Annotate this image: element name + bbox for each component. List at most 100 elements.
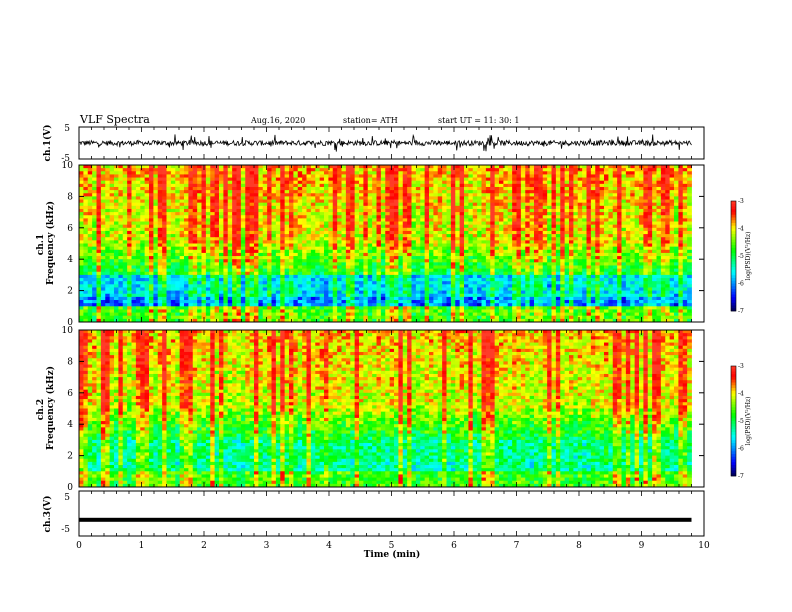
- spectrogram-cell: [538, 174, 544, 178]
- spectrogram-cell: [433, 168, 439, 172]
- spectrogram-cell: [157, 177, 163, 182]
- spectrogram-cell: [490, 186, 496, 191]
- spectrogram-cell: [490, 205, 496, 210]
- spectrogram-cell: [345, 256, 351, 260]
- spectrogram-cell: [394, 234, 399, 238]
- spectrogram-cell: [359, 274, 364, 279]
- spectrogram-cell: [617, 218, 622, 222]
- spectrogram-cell: [210, 224, 216, 229]
- spectrogram-cell: [157, 218, 163, 222]
- spectrogram-cell: [179, 259, 185, 263]
- spectrogram-cell: [551, 265, 557, 270]
- spectrogram-cell: [376, 171, 382, 175]
- spectrogram-cell: [83, 215, 89, 219]
- spectrogram-cell: [157, 215, 163, 219]
- spectrogram-cell: [258, 249, 264, 254]
- spectrogram-cell: [135, 230, 141, 235]
- spectrogram-cell: [363, 215, 369, 219]
- spectrogram-cell: [407, 224, 412, 229]
- spectrogram-cell: [223, 237, 229, 241]
- spectrogram-cell: [398, 274, 404, 279]
- spectrogram-cell: [507, 193, 513, 197]
- spectrogram-cell: [481, 218, 487, 222]
- spectrogram-cell: [214, 174, 220, 178]
- spectrogram-cell: [595, 221, 601, 226]
- spectrogram-cell: [214, 180, 220, 185]
- spectrogram-cell: [429, 199, 434, 204]
- spectrogram-cell: [280, 215, 286, 219]
- spectrogram-cell: [341, 221, 347, 226]
- spectrogram-cell: [590, 218, 596, 222]
- spectrogram-cell: [621, 227, 627, 232]
- spectrogram-cell: [542, 215, 548, 219]
- spectrogram-cell: [105, 193, 111, 197]
- spectrogram-cell: [621, 252, 627, 257]
- spectrogram-cell: [297, 240, 303, 244]
- spectrogram-cell: [407, 183, 412, 188]
- spectrogram-cell: [437, 177, 443, 182]
- spectrogram-cell: [267, 199, 272, 204]
- spectrogram-cell: [573, 196, 579, 200]
- spectrogram-cell: [599, 271, 605, 276]
- spectrogram-cell: [621, 165, 627, 169]
- spectrogram-cell: [459, 190, 465, 194]
- spectrogram-cell: [149, 215, 154, 219]
- spectrogram-cell: [223, 249, 229, 254]
- spectrogram-cell: [83, 246, 89, 251]
- spectrogram-cell: [459, 259, 465, 263]
- spectrogram-cell: [306, 256, 312, 260]
- spectrogram-cell: [354, 215, 360, 219]
- spectrogram-cell: [481, 249, 487, 254]
- spectrogram-cell: [118, 215, 124, 219]
- spectrogram-cell: [236, 249, 242, 254]
- spectrogram-cell: [407, 237, 412, 241]
- spectrogram-cell: [665, 256, 671, 260]
- spectrogram-cell: [665, 190, 671, 194]
- spectrogram-cell: [529, 268, 535, 273]
- spectrogram-cell: [328, 215, 334, 219]
- spectrogram-cell: [643, 177, 649, 182]
- spectrogram-cell: [332, 265, 338, 270]
- spectrogram-cell: [586, 202, 592, 207]
- spectrogram-cell: [328, 268, 334, 273]
- spectrogram-cell: [179, 224, 185, 229]
- spectrogram-cell: [577, 249, 583, 254]
- spectrogram-cell: [310, 199, 316, 204]
- spectrogram-cell: [267, 174, 272, 178]
- spectrogram-cell: [639, 271, 644, 276]
- spectrogram-cell: [179, 180, 185, 185]
- spectrogram-cell: [214, 193, 220, 197]
- spectrogram-cell: [446, 243, 452, 248]
- spectrogram-cell: [127, 256, 132, 260]
- spectrogram-cell: [328, 227, 334, 232]
- spectrogram-cell: [630, 243, 636, 248]
- spectrogram-cell: [271, 168, 277, 172]
- spectrogram-cell: [468, 190, 474, 194]
- spectrogram-cell: [350, 234, 356, 238]
- spectrogram-cell: [477, 271, 482, 276]
- spectrogram-cell: [96, 274, 102, 279]
- spectrogram-cell: [354, 193, 360, 197]
- spectrogram-cell: [310, 227, 316, 232]
- spectrogram-cell: [678, 237, 684, 241]
- spectrogram-cell: [109, 180, 115, 185]
- spectrogram-cell: [192, 234, 198, 238]
- spectrogram-cell: [643, 205, 649, 210]
- spectrogram-cell: [577, 208, 583, 213]
- spectrogram-cell: [424, 246, 430, 251]
- spectrogram-cell: [555, 174, 561, 178]
- spectrogram-cell: [538, 240, 544, 244]
- spectrogram-cell: [83, 177, 89, 182]
- spectrogram-cell: [660, 221, 666, 226]
- spectrogram-cell: [569, 177, 574, 182]
- spectrogram-cell: [372, 224, 377, 229]
- spectrogram-cell: [293, 265, 299, 270]
- spectrogram-cell: [385, 199, 391, 204]
- spectrogram-cell: [472, 165, 478, 169]
- spectrogram-cell: [586, 174, 592, 178]
- spectrogram-cell: [87, 268, 93, 273]
- spectrogram-cell: [363, 208, 369, 213]
- spectrogram-cell: [144, 186, 150, 191]
- spectrogram-cell: [455, 190, 461, 194]
- spectrogram-cell: [122, 252, 128, 257]
